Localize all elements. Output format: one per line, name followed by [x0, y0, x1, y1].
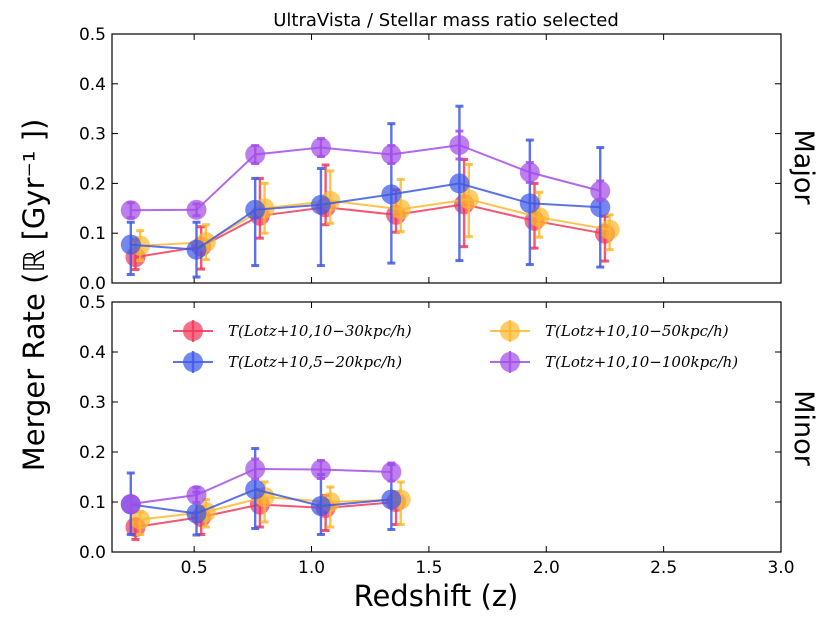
- minor-data-point: [245, 479, 266, 500]
- major-data-point: [449, 173, 470, 194]
- legend-entry: T(Lotz+10,5−20kpc/h): [173, 351, 402, 373]
- legend-marker: [500, 352, 520, 372]
- minor-series: [120, 457, 402, 514]
- panel-label-major: Major: [788, 130, 819, 206]
- major-data-point: [310, 137, 331, 158]
- major-series-line: [130, 182, 601, 251]
- minor-y-tick-label: 0.4: [79, 343, 106, 363]
- major-data-point: [310, 194, 331, 215]
- major-data-point: [449, 135, 470, 156]
- minor-y-tick-label: 0.5: [79, 293, 106, 313]
- major-data-point: [519, 193, 540, 214]
- major-data-point: [590, 180, 611, 201]
- minor-data-point: [381, 462, 402, 482]
- major-data-point: [381, 144, 402, 165]
- major-series-line: [130, 144, 601, 212]
- major-data-point: [590, 197, 611, 218]
- legend-marker: [183, 352, 203, 372]
- legend-entry: T(Lotz+10,10−100kpc/h): [490, 351, 738, 373]
- x-tick-label: 2.5: [650, 558, 677, 578]
- minor-y-tick-label: 0.2: [79, 443, 106, 463]
- major-y-tick-label: 0.5: [79, 25, 106, 45]
- major-y-tick-label: 0.4: [79, 75, 106, 95]
- major-series: [120, 129, 611, 221]
- legend-entry: T(Lotz+10,10−50kpc/h): [490, 320, 729, 342]
- minor-data-point: [310, 459, 331, 480]
- legend-marker: [183, 321, 203, 341]
- major-data-point: [390, 199, 411, 220]
- legend-label: T(Lotz+10,10−30kpc/h): [228, 322, 412, 340]
- minor-y-tick-label: 0.0: [79, 543, 106, 563]
- panel-label-minor: Minor: [788, 390, 819, 466]
- legend-label: T(Lotz+10,10−50kpc/h): [545, 322, 729, 340]
- major-data-point: [381, 184, 402, 205]
- major-data-point: [245, 144, 266, 165]
- minor-panel: 0.0 0.1 0.2 0.3 0.4 0.5 0.5 1.0 1.5 2.0 2.5 3.0: [79, 293, 795, 578]
- major-data-point: [120, 234, 141, 255]
- major-y-tick-label: 0.0: [79, 274, 106, 294]
- minor-data-point: [310, 496, 331, 516]
- x-tick-label: 3.0: [767, 558, 794, 578]
- minor-plot-frame: [111, 301, 782, 553]
- major-data-point: [186, 239, 207, 260]
- major-plot-frame: [111, 33, 782, 284]
- minor-data-point: [130, 509, 151, 530]
- x-tick-label: 1.5: [415, 558, 442, 578]
- minor-data-point: [245, 459, 266, 479]
- legend-marker: [500, 321, 520, 341]
- x-axis-title: Redshift (z): [354, 579, 519, 613]
- legend-label: T(Lotz+10,5−20kpc/h): [228, 353, 402, 371]
- legend: T(Lotz+10,10−30kpc/h) T(Lotz+10,10−50kpc/…: [173, 320, 738, 373]
- minor-data-point: [120, 494, 141, 514]
- x-tick-label: 1.0: [298, 558, 325, 578]
- major-data-point: [519, 162, 540, 183]
- minor-data-point: [186, 485, 207, 505]
- major-y-tick-label: 0.1: [79, 224, 106, 244]
- minor-data-point: [381, 489, 402, 510]
- minor-data-point: [186, 503, 207, 524]
- major-panel: 0.0 0.1 0.2 0.3 0.4 0.5: [79, 25, 782, 294]
- minor-y-tick-label: 0.1: [79, 493, 106, 513]
- major-y-tick-label: 0.2: [79, 174, 106, 194]
- x-tick-label: 2.0: [533, 558, 560, 578]
- minor-y-tick-label: 0.3: [79, 393, 106, 413]
- legend-label: T(Lotz+10,10−100kpc/h): [545, 353, 738, 371]
- major-data-point: [458, 189, 479, 210]
- minor-series: [130, 480, 411, 536]
- y-axis-title: Merger Rate (ℝ [Gyr⁻¹ ]): [17, 119, 51, 472]
- x-tick-label: 0.5: [181, 558, 208, 578]
- chart-title: UltraVista / Stellar mass ratio selected: [273, 10, 619, 31]
- major-data-point: [186, 199, 207, 220]
- major-y-tick-label: 0.3: [79, 125, 106, 145]
- legend-entry: T(Lotz+10,10−30kpc/h): [173, 320, 412, 342]
- major-data-point: [599, 219, 620, 240]
- major-data-point: [245, 199, 266, 220]
- major-data-point: [120, 200, 141, 221]
